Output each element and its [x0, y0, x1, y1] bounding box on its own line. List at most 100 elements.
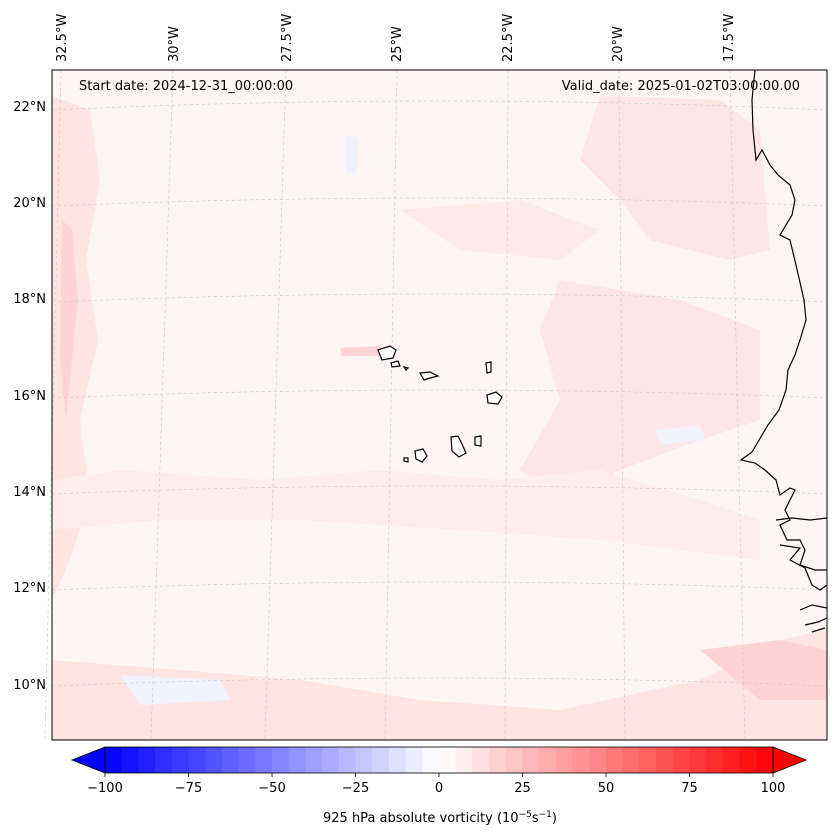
colorbar-segment: [405, 747, 423, 773]
colorbar-segment: [372, 747, 390, 773]
coastline: [739, 69, 828, 633]
colorbar-segment: [472, 747, 490, 773]
colorbar-segment: [338, 747, 356, 773]
colorbar-segment: [572, 747, 590, 773]
colorbar-segment: [238, 747, 256, 773]
field-patch: [60, 220, 78, 420]
colorbar-tick-label: 50: [598, 781, 615, 796]
colorbar-segment: [288, 747, 306, 773]
colorbar-segment: [672, 747, 690, 773]
island-fogo: [414, 448, 428, 463]
africa-coastline: [779, 544, 828, 591]
colorbar-segment: [221, 747, 240, 773]
island-santa-luzia: [402, 366, 410, 371]
island-santo-antao: [377, 345, 397, 361]
colorbar-segment: [505, 747, 523, 773]
island-santiago: [450, 435, 467, 458]
colorbar-segment: [539, 747, 557, 773]
colorbar-segment: [689, 747, 707, 773]
colorbar-segment: [622, 747, 640, 773]
colorbar-segment: [188, 747, 206, 773]
field-patch: [345, 135, 358, 175]
field-patch: [120, 675, 230, 705]
lon-label: 32.5°W: [55, 14, 70, 62]
colorbar-segment: [555, 747, 574, 773]
colorbar-segment: [439, 747, 457, 773]
lat-label: 12°N: [13, 581, 46, 596]
lat-label: 16°N: [13, 389, 46, 404]
field-patch: [700, 640, 827, 700]
field-patch: [52, 630, 827, 740]
lon-label: 22.5°W: [501, 14, 516, 62]
colorbar-segment: [722, 747, 741, 773]
colorbar-ticks: −100 −75 −50 −25 0 25 50 75 100: [87, 773, 785, 796]
colorbar-segment: [355, 747, 373, 773]
colorbar-tick-label: −50: [258, 781, 285, 796]
lon-label: 27.5°W: [280, 14, 295, 62]
colorbar-segment: [121, 747, 139, 773]
colorbar-segment: [155, 747, 173, 773]
island-sao-vicente: [390, 360, 401, 368]
colorbar-segment: [255, 747, 273, 773]
vorticity-field: [52, 96, 827, 740]
field-patch: [340, 346, 382, 356]
colorbar-segment: [322, 747, 340, 773]
field-patch: [400, 200, 600, 260]
map-frame: [51, 69, 828, 741]
lat-label: 14°N: [13, 485, 46, 500]
colorbar-tick-label: −75: [175, 781, 202, 796]
island-sao-nicolau: [419, 371, 440, 381]
colorbar-tick-label: −100: [87, 781, 123, 796]
colorbar-segment: [522, 747, 540, 773]
island-brava: [403, 457, 409, 463]
colorbar-segment: [756, 747, 774, 773]
longitude-labels: 32.5°W 30°W 27.5°W 25°W 22.5°W 20°W 17.5…: [55, 14, 737, 62]
colorbar-segment: [739, 747, 757, 773]
island-maio: [474, 435, 482, 447]
colorbar-segment: [639, 747, 657, 773]
colorbar-segment: [171, 747, 189, 773]
colorbar-low-extend: [70, 746, 106, 774]
latitude-labels: 22°N 20°N 18°N 16°N 14°N 12°N 10°N: [13, 100, 46, 693]
lon-label: 30°W: [167, 26, 182, 62]
colorbar-segment: [422, 747, 440, 773]
colorbar-segment: [272, 747, 290, 773]
valid-date-label: Valid_date: 2025-01-02T03:00:00.00: [562, 79, 800, 94]
colorbar-tick-label: 0: [435, 781, 443, 796]
lat-label: 18°N: [13, 292, 46, 307]
field-patch: [655, 425, 705, 445]
lat-label: 10°N: [13, 678, 46, 693]
colorbar-segment: [388, 747, 407, 773]
field-patch: [580, 96, 770, 260]
colorbar-high-extend: [772, 746, 808, 774]
colorbar-label: 925 hPa absolute vorticity (10−5s−1): [323, 810, 557, 826]
lon-label: 20°W: [611, 26, 626, 62]
start-date-label: Start date: 2024-12-31_00:00:00: [79, 79, 293, 94]
colorbar-segment: [305, 747, 323, 773]
colorbar-segment: [138, 747, 156, 773]
colorbar-segment: [105, 747, 123, 773]
field-patch: [520, 280, 760, 500]
lat-label: 20°N: [13, 196, 46, 211]
colorbar-segment: [455, 747, 473, 773]
gridlines: [44, 69, 828, 741]
lat-label: 22°N: [13, 100, 46, 115]
colorbar-segment: [489, 747, 507, 773]
colorbar-tick-label: 25: [514, 781, 531, 796]
africa-coastline: [775, 517, 828, 521]
lon-label: 17.5°W: [722, 14, 737, 62]
field-patch: [52, 470, 760, 560]
colorbar-segment: [589, 747, 607, 773]
cape-verde-islands: [377, 345, 503, 463]
colorbar-segment: [706, 747, 724, 773]
colorbar-tick-label: 100: [761, 781, 786, 796]
island-sal: [485, 361, 492, 374]
colorbar-segment: [606, 747, 624, 773]
map-panel: [44, 69, 828, 741]
africa-coastline: [739, 69, 827, 571]
colorbar-tick-label: 75: [681, 781, 698, 796]
colorbar: −100 −75 −50 −25 0 25 50 75 100 925 hPa absolute…: [70, 746, 808, 826]
lon-label: 25°W: [390, 26, 405, 62]
colorbar-segments: [105, 747, 774, 773]
